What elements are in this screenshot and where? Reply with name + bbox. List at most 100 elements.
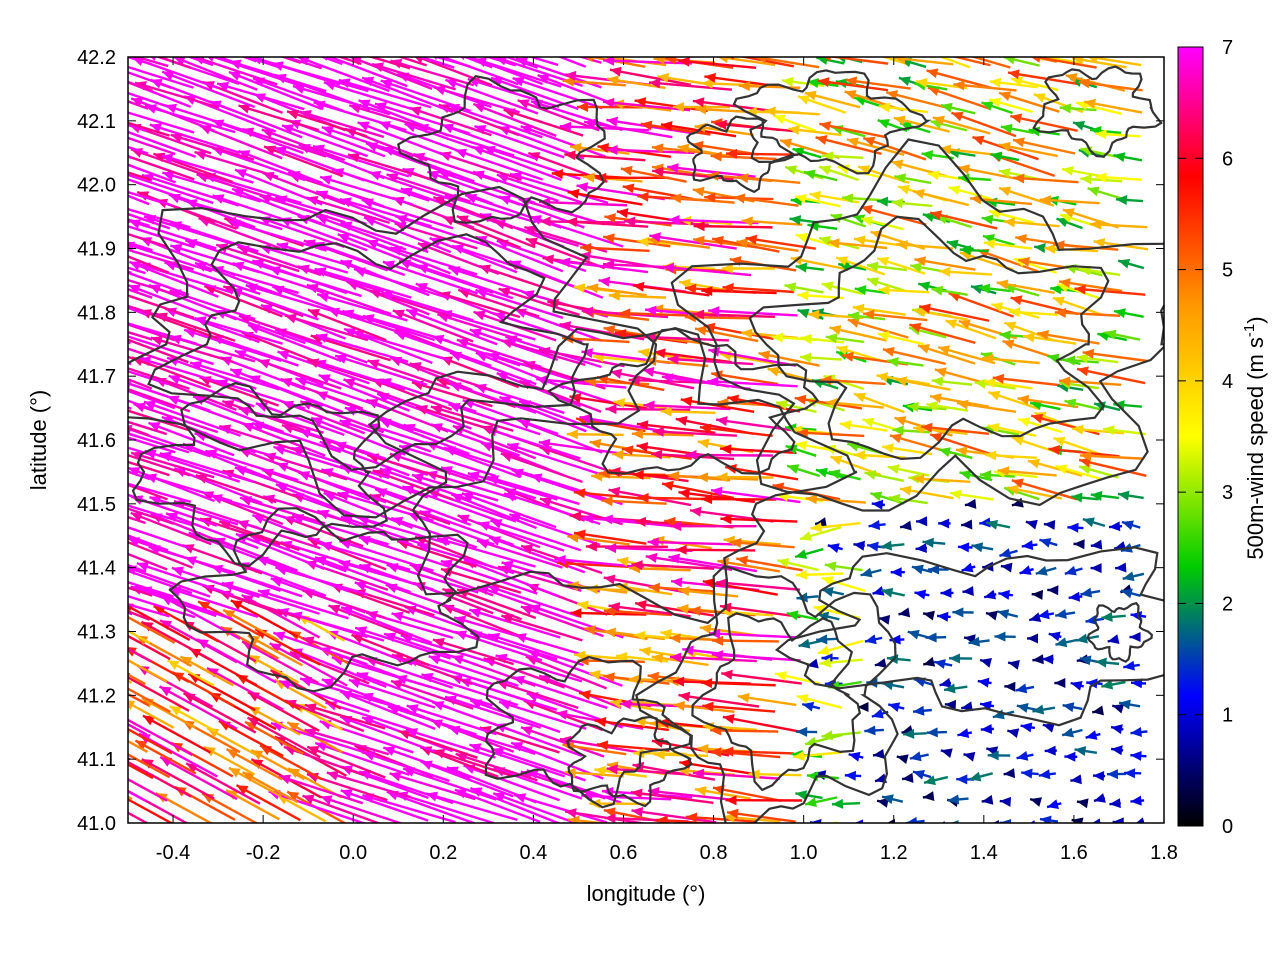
wind-arrow-head [997, 466, 1010, 477]
wind-arrow-shaft [128, 335, 214, 366]
wind-arrow-head [367, 359, 380, 369]
wind-arrow-shaft [244, 57, 279, 69]
wind-arrow [136, 561, 234, 597]
wind-arrow-shaft [238, 314, 323, 345]
wind-arrow-head [149, 123, 162, 133]
wind-arrow [715, 416, 802, 433]
wind-arrow-shaft [295, 377, 391, 411]
wind-arrow-head [816, 57, 828, 65]
wind-arrow-head [1003, 768, 1016, 779]
wind-arrow [43, 450, 124, 476]
contour-line [547, 327, 820, 475]
wind-arrow-shaft [487, 585, 580, 618]
wind-arrow-shaft [351, 330, 450, 362]
wind-arrow [1048, 631, 1062, 642]
wind-arrow-shaft [527, 649, 623, 687]
wind-arrow-head [71, 356, 83, 365]
wind-arrow-head [1095, 129, 1107, 140]
wind-arrow [462, 57, 493, 69]
wind-arrow-shaft [315, 214, 407, 251]
wind-arrow-head [999, 796, 1012, 807]
wind-arrow [797, 95, 847, 114]
wind-arrow-shaft [128, 493, 147, 503]
wind-arrow-head [85, 333, 97, 343]
wind-arrow-head [958, 173, 970, 184]
wind-arrow [128, 552, 168, 571]
wind-arrow-shaft [500, 452, 583, 483]
wind-arrow-head [938, 345, 951, 356]
wind-arrow [391, 611, 479, 641]
wind-arrow [348, 678, 436, 709]
wind-arrow-head [1039, 195, 1052, 206]
wind-arrow-shaft [712, 639, 779, 643]
wind-arrow-head [667, 354, 679, 365]
wind-arrow-head [877, 797, 889, 808]
wind-arrow-shaft [457, 288, 540, 318]
wind-arrow-head [287, 722, 300, 732]
wind-arrow-head [1021, 768, 1033, 779]
wind-arrow [1011, 478, 1078, 501]
wind-arrow-head [1086, 678, 1098, 689]
wind-arrow-head [808, 309, 820, 320]
y-tick-label: 41.9 [77, 239, 116, 261]
wind-arrow [128, 271, 190, 296]
wind-arrow-head [238, 103, 251, 114]
wind-arrow-head [881, 794, 894, 805]
wind-arrow-head [887, 357, 899, 367]
wind-arrow [1113, 152, 1143, 163]
terrain-contours [128, 65, 1164, 823]
wind-arrow-shaft [469, 743, 566, 778]
wind-arrow-head [128, 379, 133, 389]
wind-arrow-head [720, 514, 732, 525]
wind-arrow-head [50, 242, 62, 252]
wind-arrow-head [517, 36, 529, 46]
wind-arrow-head [784, 282, 797, 293]
wind-arrow [1007, 69, 1079, 86]
wind-arrow-head [501, 560, 514, 571]
wind-arrow-head [1064, 751, 1076, 762]
wind-arrow [400, 633, 495, 665]
wind-arrow-shaft [128, 121, 170, 137]
wind-arrow-shaft [340, 515, 431, 548]
wind-arrow-shaft [262, 171, 346, 206]
wind-arrow [829, 325, 887, 342]
wind-arrow-shaft [339, 715, 435, 753]
wind-arrow-shaft [661, 482, 735, 500]
wind-arrow [722, 746, 795, 757]
wind-arrow-head [76, 515, 88, 524]
wind-arrow [948, 653, 973, 664]
wind-arrow-shaft [622, 185, 694, 201]
wind-arrow [128, 163, 177, 184]
wind-arrow-shaft [128, 330, 153, 341]
wind-arrow [128, 504, 192, 527]
wind-arrow-head [56, 537, 68, 546]
wind-arrow-head [864, 470, 877, 480]
wind-arrow [940, 102, 976, 115]
wind-arrow-shaft [1029, 57, 1097, 69]
wind-arrow [795, 232, 840, 249]
wind-arrow-shaft [128, 294, 195, 319]
wind-arrow-head [84, 198, 96, 207]
wind-arrow-shaft [391, 653, 473, 685]
wind-arrow [795, 262, 824, 273]
wind-arrow-head [662, 480, 674, 491]
wind-arrow-head [381, 290, 394, 301]
y-axis-title: latitude (°) [26, 390, 51, 491]
wind-arrow-head [775, 671, 787, 681]
wind-arrow-head [525, 237, 538, 248]
wind-arrow-head [71, 153, 83, 163]
wind-arrow-shaft [195, 474, 277, 504]
wind-arrow-shaft [353, 267, 450, 300]
wind-arrow-head [940, 102, 953, 113]
wind-arrow-shaft [692, 312, 775, 319]
wind-arrow [128, 460, 170, 477]
wind-arrow-shaft [815, 136, 882, 155]
wind-arrow-head [1068, 591, 1081, 602]
wind-arrow [128, 322, 198, 345]
wind-arrow-head [63, 511, 75, 520]
wind-arrow-head [605, 543, 617, 554]
wind-arrow [929, 393, 989, 408]
wind-arrow-head [65, 78, 77, 87]
wind-arrow [912, 705, 932, 716]
wind-arrow [128, 731, 130, 735]
